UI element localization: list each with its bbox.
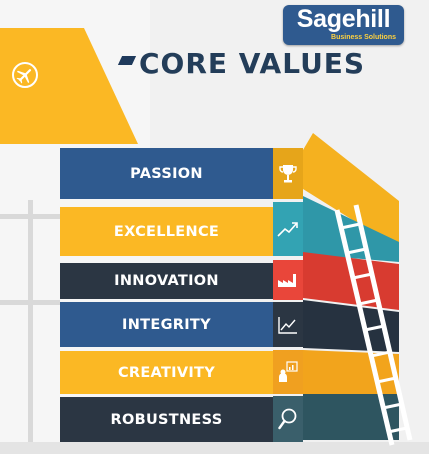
window-frame-horizontal (0, 300, 60, 305)
value-bar-passion: PASSION (60, 148, 273, 199)
magnifier-icon (273, 396, 303, 442)
trend-line-icon (273, 202, 303, 256)
block-face-creativity (273, 350, 303, 394)
block-side-robustness (303, 394, 399, 440)
value-bar-excellence: EXCELLENCE (60, 207, 273, 256)
brand-name: Sagehill (296, 5, 391, 33)
trophy-icon (273, 148, 303, 199)
window-frame-vertical (28, 200, 33, 442)
block-face-integrity (273, 302, 303, 347)
page-title: CORE VALUES (139, 47, 366, 80)
factory-icon (273, 260, 303, 300)
brand-logo: Sagehill Business Solutions (283, 5, 404, 45)
presenter-icon (273, 350, 303, 394)
value-bar-robustness: ROBUSTNESS (60, 397, 273, 442)
value-bar-innovation: INNOVATION (60, 263, 273, 299)
airplane-icon (12, 62, 38, 88)
value-bar-creativity: CREATIVITY (60, 351, 273, 394)
brand-tagline: Business Solutions (331, 34, 396, 41)
window-frame-horizontal (0, 214, 60, 219)
line-chart-icon (273, 302, 303, 347)
floor (0, 442, 429, 454)
block-side-creativity (303, 350, 399, 396)
block-face-robustness (273, 396, 303, 442)
block-face-excellence (273, 202, 303, 256)
value-bar-integrity: INTEGRITY (60, 302, 273, 347)
